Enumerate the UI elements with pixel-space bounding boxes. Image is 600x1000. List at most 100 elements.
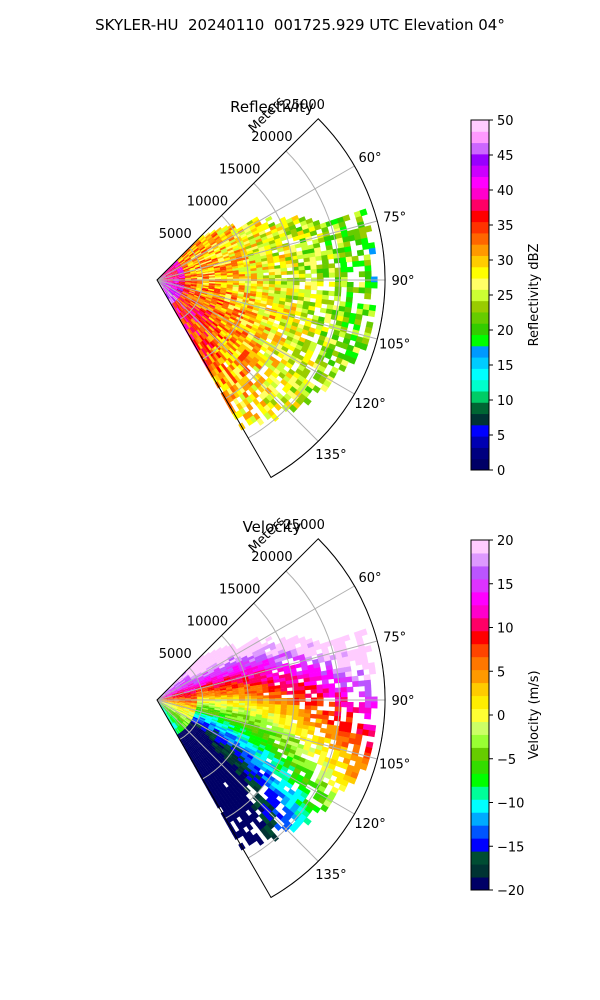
radar-field	[158, 628, 378, 851]
colorbar-swatch	[471, 142, 489, 155]
colorbar-tick-label: 0	[497, 464, 505, 479]
colorbar-swatch	[471, 604, 489, 619]
colorbar-swatch	[471, 812, 489, 826]
r-tick-label: 20000	[251, 550, 292, 565]
azimuth-line	[156, 279, 378, 340]
theta-tick-label: 120°	[354, 817, 385, 832]
colorbar-tick-label: 40	[497, 184, 514, 199]
r-tick-label: 10000	[187, 615, 228, 630]
colorbar-swatch	[471, 221, 489, 234]
azimuth-line	[156, 585, 355, 701]
colorbar: −20 −15 −10 −5 0 5 10 15 20 Velocity (m/s)	[470, 534, 542, 899]
colorbar-swatch	[471, 289, 489, 302]
colorbar-swatch	[471, 591, 489, 606]
colorbar-swatch	[471, 669, 489, 684]
colorbar-tick-label: 50	[497, 114, 514, 129]
panel-velocity: Velocity 60° 75° 90° 105° 120° 135° 5000 10000 15…	[156, 514, 542, 899]
colorbar-label: Velocity (m/s)	[527, 670, 542, 759]
range-ring	[179, 667, 204, 740]
colorbar-swatch	[471, 357, 489, 369]
colorbar-swatch	[471, 617, 489, 632]
colorbar-swatch	[471, 323, 489, 336]
r-tick-label: 20000	[251, 130, 292, 145]
theta-tick-label: 135°	[315, 868, 346, 883]
colorbar-swatch	[471, 413, 489, 426]
colorbar-swatch	[471, 552, 489, 567]
azimuth-line	[156, 640, 378, 701]
azimuth-line	[156, 699, 378, 760]
colorbar-tick-label: 15	[497, 578, 514, 593]
range-ring	[179, 247, 204, 320]
colorbar-swatch	[471, 187, 489, 200]
theta-tick-label: 90°	[391, 274, 414, 289]
colorbar-swatch	[471, 630, 489, 645]
colorbar-swatch	[471, 851, 489, 865]
colorbar-tick-label: 30	[497, 254, 514, 269]
colorbar-swatch	[471, 255, 489, 268]
colorbar-tick-label: 35	[497, 219, 514, 234]
colorbar-swatch	[471, 695, 489, 710]
colorbar-tick-label: −5	[497, 753, 516, 768]
azimuth-line	[156, 279, 319, 442]
range-ring	[202, 215, 249, 360]
colorbar-swatch	[471, 799, 489, 813]
panel-title: Reflectivity	[230, 98, 314, 116]
range-ring	[202, 635, 249, 780]
azimuth-line	[156, 699, 355, 815]
colorbar-swatch	[471, 747, 489, 761]
colorbar-tick-label: −15	[497, 840, 524, 855]
colorbar-swatch	[471, 760, 489, 774]
colorbar-tick-label: 20	[497, 324, 514, 339]
colorbar-tick-label: 10	[497, 394, 514, 409]
colorbar-swatch	[471, 708, 489, 722]
colorbar-swatch	[471, 825, 489, 839]
sector-frame	[156, 538, 386, 899]
r-tick-label: 15000	[219, 162, 260, 177]
colorbar-swatch	[471, 120, 489, 132]
colorbar-swatch	[471, 578, 489, 593]
r-tick-label: 10000	[187, 195, 228, 210]
colorbar-tick-label: −10	[497, 797, 524, 812]
colorbar-swatch	[471, 877, 489, 891]
theta-tick-label: 75°	[383, 210, 406, 225]
theta-tick-label: 105°	[379, 338, 410, 353]
azimuth-line	[156, 165, 355, 281]
colorbar-swatch	[471, 199, 489, 211]
sector-frame	[156, 118, 386, 479]
colorbar-tick-label: 10	[497, 622, 514, 637]
colorbar-tick-label: 5	[497, 429, 505, 444]
colorbar-swatch	[471, 311, 489, 324]
colorbar-swatch	[471, 278, 489, 290]
panel-reflectivity: Reflectivity60°75°90°105°120°135°5000100…	[156, 94, 542, 479]
colorbar-swatch	[471, 266, 489, 279]
colorbar-swatch	[471, 773, 489, 787]
colorbar-swatch	[471, 786, 489, 800]
colorbar-tick-label: 45	[497, 149, 514, 164]
colorbar-swatch	[471, 334, 489, 347]
colorbar-tick-label: 20	[497, 534, 514, 549]
colorbar-swatch	[471, 379, 489, 392]
range-ring	[247, 150, 340, 439]
colorbar-swatch	[471, 176, 489, 189]
colorbar-swatch	[471, 682, 489, 697]
colorbar-swatch	[471, 300, 489, 313]
theta-tick-label: 135°	[315, 448, 346, 463]
colorbar-swatch	[471, 131, 489, 144]
colorbar-swatch	[471, 390, 489, 403]
colorbar-swatch	[471, 447, 489, 460]
panel-title: Velocity	[243, 518, 302, 536]
colorbar: 0 5 10 15 20 25 30 35 40 45 50 Reflectivity dBZ	[470, 114, 542, 479]
r-tick-label: 5000	[159, 227, 192, 242]
r-tick-label: 15000	[219, 582, 260, 597]
colorbar-swatch	[471, 402, 489, 415]
colorbar-swatch	[471, 721, 489, 735]
colorbar-swatch	[471, 458, 489, 471]
colorbar-swatch	[471, 565, 489, 580]
theta-tick-label: 105°	[379, 758, 410, 773]
colorbar-swatch	[471, 656, 489, 671]
theta-tick-label: 120°	[354, 397, 385, 412]
colorbar-swatch	[471, 643, 489, 658]
range-ring	[247, 570, 340, 859]
